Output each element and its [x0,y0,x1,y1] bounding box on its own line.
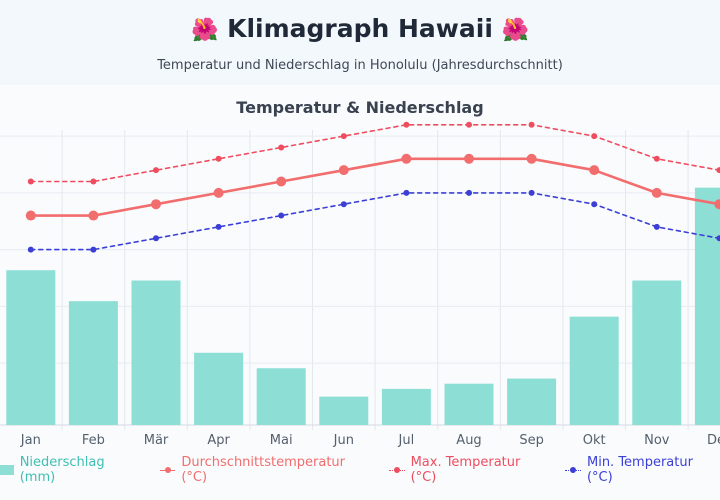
x-tick-label: Feb [82,433,105,448]
precip-bar [381,388,431,425]
min-temp-point [90,246,97,253]
legend-item-precip[interactable]: Niederschlag (mm) [0,455,142,485]
min-temp-point [466,189,472,196]
legend-swatch-precip [0,465,14,475]
precip-bar [694,187,720,425]
precip-bar [256,368,306,425]
precip-bar [68,301,118,425]
avg-temp-point [25,210,36,221]
avg-temp-point [401,153,412,164]
min-temp-line [30,192,720,251]
page-title: 🌺 Klimagraph Hawaii 🌺 [0,14,720,43]
min-temp-point [278,212,285,219]
x-tick-label: Jan [20,433,41,448]
max-temp-point [340,133,347,140]
max-temp-point [90,178,97,185]
min-temp-point [215,223,222,230]
legend-label-max: Max. Temperatur (°C) [410,455,521,485]
min-temp-point [153,235,159,242]
legend-swatch-max [388,465,405,475]
max-temp-point [528,121,535,128]
precip-bar [444,383,494,425]
legend-label-avg: Durchschnittstemperatur (°C) [181,455,346,485]
min-temp-point [403,189,410,196]
max-temp-point [466,121,472,128]
legend-item-max[interactable]: Max. Temperatur (°C) [388,455,547,485]
precip-bar [6,270,56,425]
x-tick-label: Jun [333,433,354,448]
hibiscus-icon: 🌺 [190,18,219,43]
avg-temp-point [714,199,720,210]
min-temp-point [27,246,34,253]
max-temp-point [27,178,34,185]
x-tick-label: Dez [707,433,720,448]
precip-bar [569,316,619,425]
legend-swatch-min [565,465,581,475]
max-temp-point [653,155,660,162]
precip-bar [194,352,244,425]
max-temp-line [30,124,720,183]
x-tick-label: Sep [519,433,544,448]
avg-temp-point [338,165,349,176]
chart-title: Temperatur & Niederschlag [236,98,484,117]
x-tick-label: Nov [644,433,670,448]
avg-temp-point [276,176,287,187]
precip-bar [131,280,181,425]
min-temp-point [340,201,347,208]
hibiscus-icon: 🌺 [501,18,530,43]
avg-temp-point [651,187,662,198]
max-temp-point [591,133,598,140]
precip-bar [319,396,369,425]
avg-temp-point [464,153,474,164]
page-subtitle: Temperatur und Niederschlag in Honolulu … [157,58,563,73]
avg-temp-point [526,153,537,164]
x-tick-label: Apr [207,433,230,448]
legend-item-avg[interactable]: Durchschnittstemperatur (°C) [159,455,371,485]
legend-label-precip: Niederschlag (mm) [19,455,105,485]
chart-legend: Niederschlag (mm) Durchschnittstemperatu… [0,455,720,485]
max-temp-point [716,167,720,174]
x-tick-label: Aug [456,433,481,448]
avg-temp-point [213,187,224,198]
precip-bar [632,280,682,425]
min-temp-point [591,201,598,208]
min-temp-point [653,223,660,230]
max-temp-point [215,155,222,162]
avg-temp-point [151,199,161,210]
x-tick-label: Jul [398,433,415,448]
legend-swatch-avg [159,465,176,475]
precip-bar [507,378,557,425]
min-temp-point [716,235,720,242]
avg-temp-point [589,165,600,176]
x-tick-label: Okt [583,433,606,448]
avg-temp-line [29,157,720,217]
max-temp-point [153,167,159,174]
x-tick-label: Mär [144,433,169,448]
legend-label-min: Min. Temperatur (°C) [586,455,693,485]
page-title-text: Klimagraph Hawaii [227,14,493,43]
max-temp-point [278,144,285,151]
x-tick-label: Mai [270,433,293,448]
max-temp-point [403,121,410,128]
min-temp-point [528,189,535,196]
legend-item-min[interactable]: Min. Temperatur (°C) [565,455,720,485]
avg-temp-point [88,210,99,221]
chart-card [0,85,720,500]
